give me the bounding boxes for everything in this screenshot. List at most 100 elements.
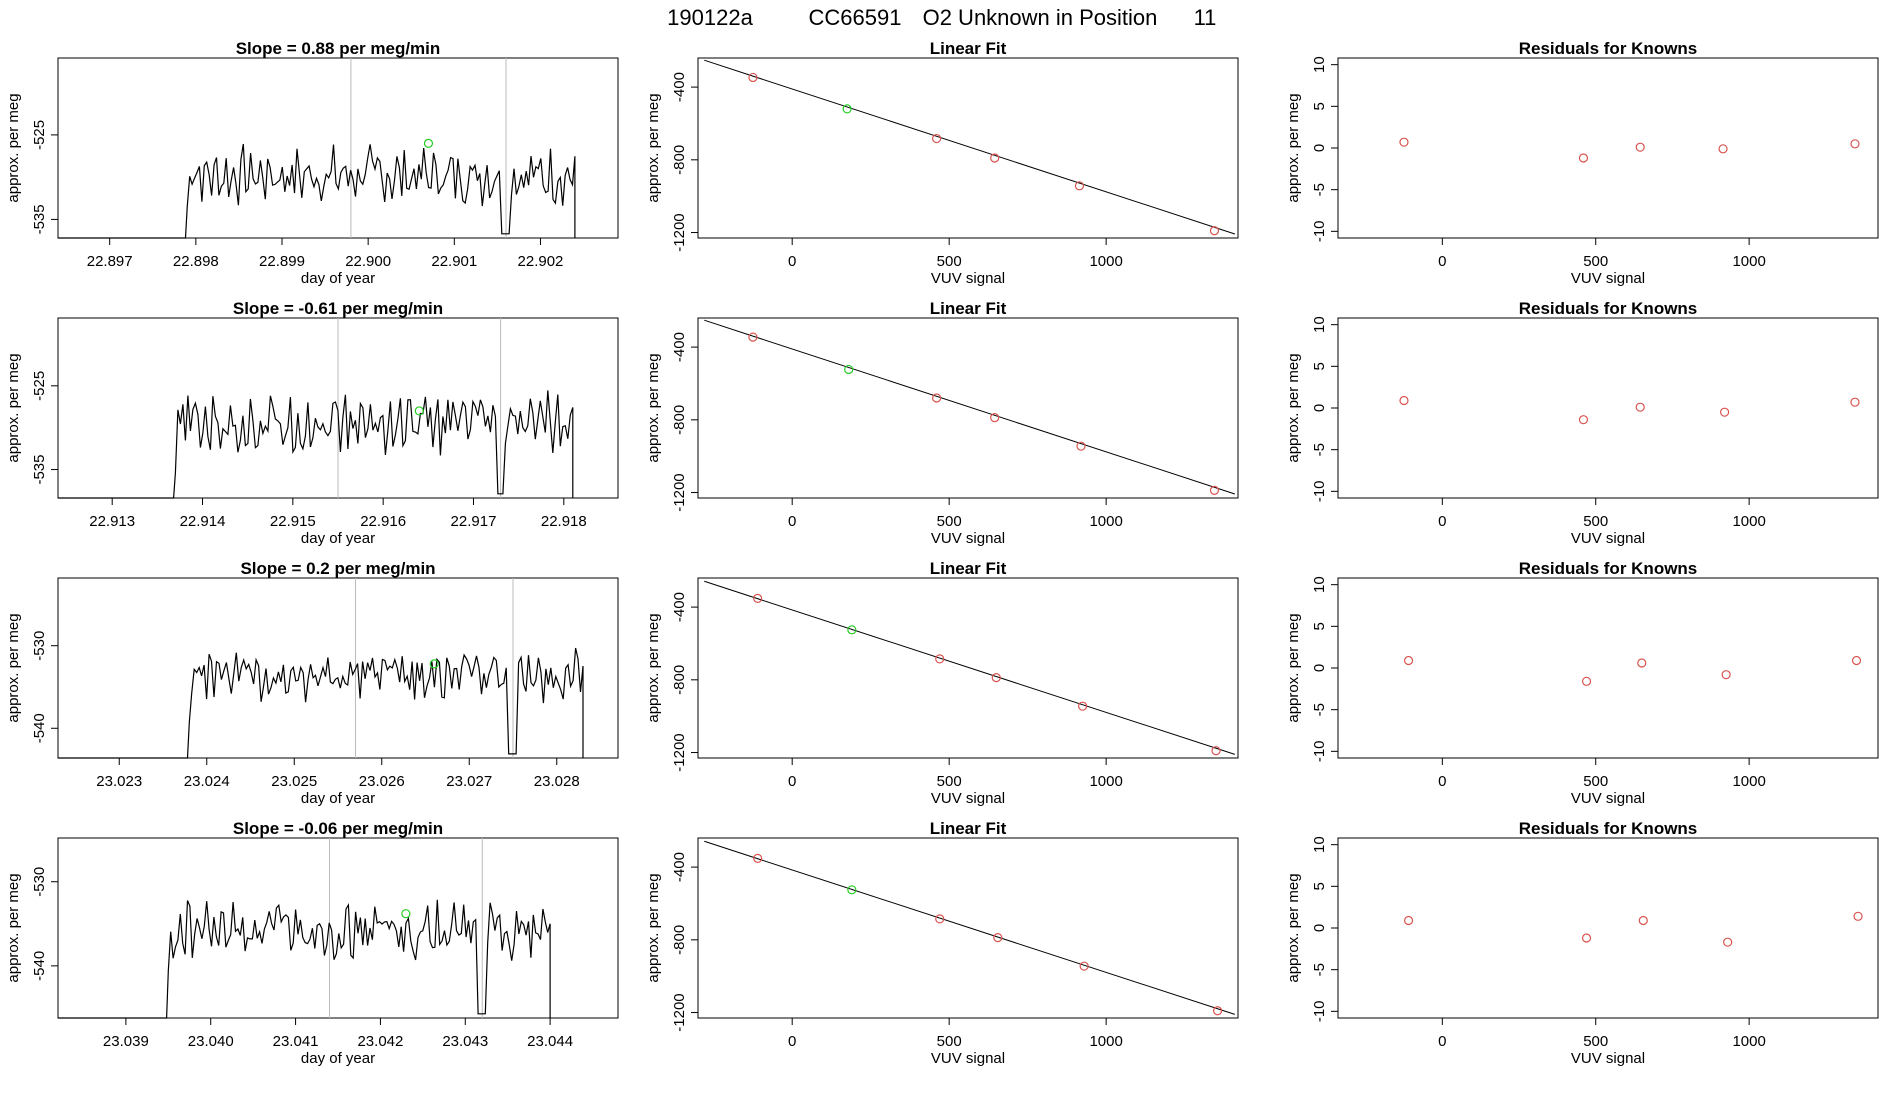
signal-trace xyxy=(58,390,574,499)
y-tick-label: -5 xyxy=(1311,183,1328,196)
unknown-point xyxy=(847,885,857,895)
y-tick-label: -5 xyxy=(1311,443,1328,456)
y-tick-label: 0 xyxy=(1311,924,1328,932)
x-axis: 0 500 1000 xyxy=(788,758,1123,790)
x-axis-label: VUV signal xyxy=(931,790,1005,807)
y-axis-label: approx. per meg xyxy=(1285,613,1302,722)
x-tick-label: 0 xyxy=(788,253,796,270)
x-tick-label: 0 xyxy=(1438,513,1446,530)
residual-point xyxy=(1638,915,1648,926)
residual-point xyxy=(1403,915,1414,926)
known-point xyxy=(935,654,945,664)
y-tick-label: -5 xyxy=(1311,963,1328,976)
fit-line xyxy=(704,59,1236,235)
slope-value: -0.61 xyxy=(299,299,338,318)
known-point xyxy=(748,72,758,83)
chart-grid: Slope = 0.88 per meg/min 22.897 22.898 22.8… xyxy=(5,39,1879,1067)
chart-title: Residuals for Knowns xyxy=(1519,819,1698,838)
known-point xyxy=(753,853,763,863)
residual-point xyxy=(1851,655,1862,666)
y-tick-label: 0 xyxy=(1311,144,1328,152)
x-tick-label: 23.024 xyxy=(184,773,230,790)
chart-title: Linear Fit xyxy=(930,559,1007,578)
x-tick-label: 500 xyxy=(1583,1033,1608,1050)
known-point xyxy=(1209,226,1220,236)
y-tick-label: -10 xyxy=(1311,740,1328,762)
plot-frame xyxy=(697,577,1239,759)
y-axis-label: approx. per meg xyxy=(645,613,662,722)
y-axis-label: approx. per meg xyxy=(5,873,22,982)
y-tick-label: 10 xyxy=(1311,576,1328,593)
unknown-point xyxy=(847,625,857,635)
slope-unit: per meg/min xyxy=(334,39,440,58)
y-tick-label: -10 xyxy=(1311,480,1328,502)
y-tick-label: -10 xyxy=(1311,220,1328,242)
x-tick-label: 22.901 xyxy=(431,253,477,270)
x-axis-label: VUV signal xyxy=(1571,270,1645,287)
residuals-chart: Residuals for Knowns 0 500 1000 -10 -5 0 5 10 VUV… xyxy=(1285,299,1879,547)
y-tick-label: 10 xyxy=(1311,56,1328,73)
residual-point xyxy=(1635,142,1645,152)
plot-frame xyxy=(697,837,1239,1019)
x-axis: 0 500 1000 xyxy=(1438,238,1766,270)
chart-title: Linear Fit xyxy=(930,299,1007,318)
y-tick-label: -800 xyxy=(671,925,688,955)
x-axis: 23.023 23.024 23.025 23.026 23.027 23.028 xyxy=(96,758,580,790)
slope-label: Slope = xyxy=(233,819,299,838)
y-tick-label: -525 xyxy=(31,120,48,150)
known-point xyxy=(990,413,1000,423)
plot-frame xyxy=(57,837,619,1019)
x-tick-label: 22.918 xyxy=(541,513,587,530)
x-tick-label: 1000 xyxy=(1732,773,1765,790)
known-point xyxy=(993,933,1003,943)
x-tick-label: 1000 xyxy=(1089,513,1122,530)
fit-line xyxy=(704,319,1236,495)
unknown-marker xyxy=(429,659,439,669)
slope-unit: per meg/min xyxy=(337,819,443,838)
x-tick-label: 22.897 xyxy=(87,253,133,270)
y-axis: -400 -800 -1200 xyxy=(671,332,698,512)
x-tick-label: 500 xyxy=(1583,513,1608,530)
signal-trace xyxy=(58,143,576,239)
x-tick-label: 500 xyxy=(937,1033,962,1050)
y-axis-label: approx. per meg xyxy=(1285,93,1302,202)
chart-title: Slope = 0.2 per meg/min xyxy=(240,559,435,578)
slope-value: 0.88 xyxy=(301,39,334,58)
x-axis: 0 500 1000 xyxy=(1438,498,1766,530)
y-tick-label: -540 xyxy=(31,951,48,981)
y-tick-label: 5 xyxy=(1311,102,1328,110)
y-tick-label: -525 xyxy=(31,371,48,401)
y-tick-label: -800 xyxy=(671,145,688,175)
linear-fit-chart: Linear Fit 0 500 1000 -400 -800 -1200 VUV signa… xyxy=(645,39,1239,287)
x-axis: 0 500 1000 xyxy=(1438,758,1766,790)
y-tick-label: -1200 xyxy=(671,473,688,511)
x-axis-label: VUV signal xyxy=(931,1050,1005,1067)
chart-title: Slope = -0.61 per meg/min xyxy=(233,299,443,318)
known-point xyxy=(990,153,1000,163)
x-axis-label: day of year xyxy=(301,790,375,807)
y-axis: -540 -530 xyxy=(31,631,58,743)
y-tick-label: -800 xyxy=(671,405,688,435)
x-axis: 22.897 22.898 22.899 22.900 22.901 22.902 xyxy=(87,238,563,270)
x-tick-label: 23.028 xyxy=(534,773,580,790)
known-point xyxy=(1209,485,1220,495)
unknown-marker xyxy=(414,406,424,416)
y-axis-label: approx. per meg xyxy=(5,353,22,462)
x-tick-label: 1000 xyxy=(1089,253,1122,270)
y-tick-label: 0 xyxy=(1311,664,1328,672)
unknown-marker xyxy=(423,138,434,148)
residual-point xyxy=(1850,139,1860,149)
x-tick-label: 0 xyxy=(788,773,796,790)
x-axis: 0 500 1000 xyxy=(1438,1018,1766,1050)
x-axis-label: VUV signal xyxy=(1571,1050,1645,1067)
figure-title-run: 190122a xyxy=(667,5,753,30)
plot-frame xyxy=(697,57,1239,239)
slope-label: Slope = xyxy=(240,559,306,578)
residual-point xyxy=(1637,658,1647,668)
residuals-chart: Residuals for Knowns 0 500 1000 -10 -5 0 5 10 VUV… xyxy=(1285,39,1879,287)
x-tick-label: 23.041 xyxy=(273,1033,319,1050)
